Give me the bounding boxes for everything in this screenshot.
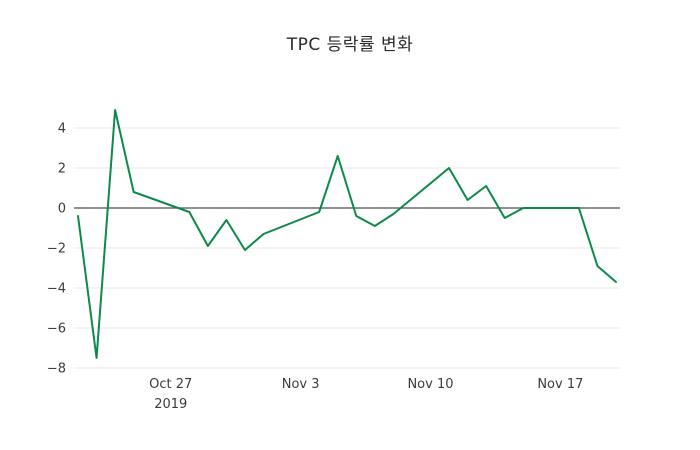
y-tick-label: 2 [58,162,66,177]
price-line [77,109,617,359]
y-tick-label: −8 [47,362,66,377]
y-tick-label: 4 [58,122,66,137]
y-tick-labels: −8 −6 −4 −2 0 2 4 [47,122,66,377]
x-tick-labels: Oct 27 2019 Nov 3 Nov 10 Nov 17 [149,377,583,412]
x-tick-label: Nov 10 [407,377,453,392]
x-tick-label: Nov 17 [537,377,583,392]
x-tick-label: Oct 27 [149,377,192,392]
x-tick-sublabel: 2019 [154,397,187,412]
y-tick-label: −6 [47,322,66,337]
y-tick-label: −4 [47,282,66,297]
y-tick-label: −2 [47,242,66,257]
price-line-group [77,109,617,359]
y-gridlines [74,127,620,369]
x-tick-label: Nov 3 [282,377,320,392]
y-tick-label: 0 [58,202,66,217]
chart-title: TPC 등락률 변화 [286,35,414,55]
